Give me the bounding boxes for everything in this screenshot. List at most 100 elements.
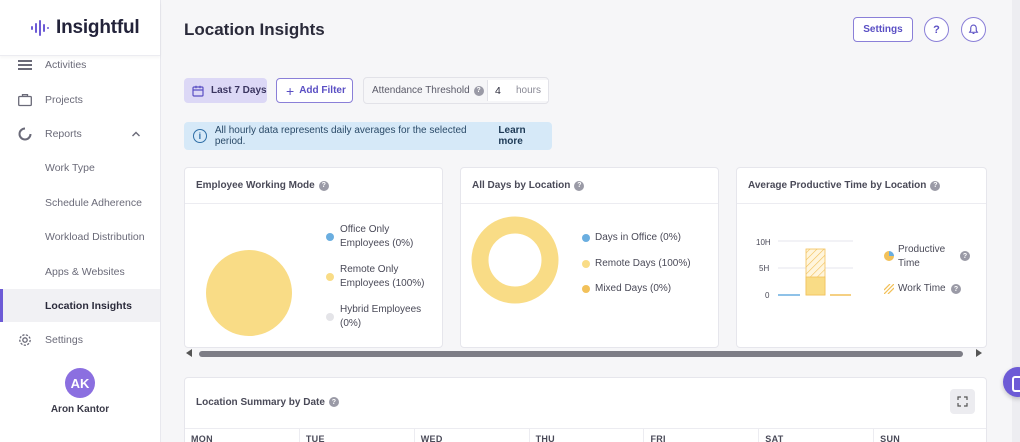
sidebar-item-activities[interactable]: Activities [0,49,160,81]
sidebar-item-label: Work Type [45,162,95,174]
legend-dot-office-only [326,233,334,241]
legend-productive-time: Productive Time [898,244,946,269]
card-title: All Days by Location? [461,168,718,204]
sidebar-item-schedule-adherence[interactable]: Schedule Adherence [0,187,160,219]
page-title: Location Insights [184,20,325,39]
help-icon: ? [933,23,940,36]
legend-work-time: Work Time [898,283,946,294]
app-name: Insightful [56,16,140,38]
pie-slice-remote-only[interactable] [206,250,292,336]
chevron-up-icon[interactable] [131,129,141,139]
date-range-label: Last 7 Days [211,85,267,96]
list-icon [18,60,32,70]
days-by-location-donut [471,216,559,304]
location-summary-card: Location Summary by Date? MON TUE WED TH… [184,377,987,442]
attendance-threshold: Attendance Threshold ? 4 hours [363,77,549,104]
sidebar-item-label: Settings [45,334,83,346]
sidebar-item-location-insights[interactable]: Location Insights [0,289,160,322]
threshold-unit: hours [515,85,541,96]
donut-slice-remote-days[interactable] [471,216,559,304]
learn-more-link[interactable]: Learn more [498,125,526,147]
briefcase-icon [18,94,32,107]
help-icon[interactable]: ? [951,284,961,294]
legend-dot-days-in-office [582,234,590,242]
user-profile[interactable]: AK Aron Kantor [0,368,160,415]
info-banner: i All hourly data represents daily avera… [184,122,552,150]
legend-days-in-office: Days in Office (0%) [595,232,681,243]
cards-horizontal-scrollbar[interactable] [186,349,986,359]
legend-dot-mixed-days [582,285,590,293]
sidebar-item-reports[interactable]: Reports [0,118,160,150]
scroll-right-arrow[interactable] [976,349,982,357]
productive-time-card: Average Productive Time by Location? 10H… [736,167,987,348]
help-icon[interactable]: ? [574,180,585,191]
threshold-input[interactable]: 4 hours [487,80,548,101]
legend-office-only: Office Only Employees (0%) [340,224,414,249]
add-filter-button[interactable]: + Add Filter [276,78,353,103]
sidebar-item-settings[interactable]: Settings [0,324,160,356]
sidebar-item-work-type[interactable]: Work Type [0,152,160,184]
expand-button[interactable] [950,389,975,414]
help-icon[interactable]: ? [328,397,339,408]
days-by-location-card: All Days by Location? Days in Office (0%… [460,167,719,348]
sidebar-item-label: Schedule Adherence [45,197,142,209]
day-header-sat: SAT [759,429,875,442]
plus-icon: + [286,82,295,99]
calendar-icon [192,85,204,97]
working-mode-pie [206,250,292,336]
sidebar-item-label: Workload Distribution [45,231,145,243]
reports-icon [18,127,32,141]
gear-icon [19,334,31,346]
sidebar-item-label: Apps & Websites [45,266,125,278]
card-title: Average Productive Time by Location? [737,168,986,204]
bell-icon [968,24,979,34]
summary-day-headers: MON TUE WED THU FRI SAT SUN [185,428,986,442]
sidebar-item-projects[interactable]: Projects [0,84,160,116]
help-icon[interactable]: ? [960,251,970,261]
threshold-value: 4 [495,84,501,97]
add-filter-label: Add Filter [299,85,346,96]
page-scrollbar[interactable] [1012,0,1020,442]
help-icon[interactable]: ? [930,180,941,191]
chat-launcher-button[interactable] [1003,367,1020,397]
legend-dot-remote-only [326,273,334,281]
legend-mixed-days: Mixed Days (0%) [595,283,672,294]
sidebar: Insightful Activities Projects Reports W… [0,0,161,442]
info-icon: i [193,129,207,143]
sidebar-item-label: Location Insights [45,299,132,312]
day-header-thu: THU [530,429,645,442]
app-logo[interactable]: Insightful [0,0,160,56]
employee-working-mode-card: Employee Working Mode? Office Only Emplo… [184,167,443,348]
scrollbar-thumb[interactable] [199,351,963,357]
day-header-fri: FRI [644,429,760,442]
legend-dot-hybrid [326,313,334,321]
help-icon[interactable]: ? [318,180,329,191]
sidebar-item-workload-distribution[interactable]: Workload Distribution [0,221,160,253]
scroll-left-arrow[interactable] [186,349,192,357]
legend-remote-days: Remote Days (100%) [595,258,691,269]
legend-remote-only: Remote Only Employees (100%) [340,264,425,289]
info-text: All hourly data represents daily average… [214,125,467,147]
productive-time-bar-chart [778,240,853,296]
legend-hybrid: Hybrid Employees (0%) [340,304,422,329]
y-tick-5h: 5H [759,264,770,273]
help-icon[interactable]: ? [473,85,484,96]
y-tick-10h: 10H [756,238,771,247]
work-time-legend-icon [884,284,894,294]
user-name: Aron Kantor [50,404,110,415]
y-tick-0: 0 [765,291,770,300]
notifications-button[interactable] [961,17,986,42]
settings-button[interactable]: Settings [853,17,913,42]
day-header-mon: MON [185,429,300,442]
avatar[interactable]: AK [65,368,95,398]
help-button[interactable]: ? [924,17,949,42]
bar-remote-productive-time[interactable] [805,276,826,296]
date-range-button[interactable]: Last 7 Days [184,78,267,103]
day-header-sun: SUN [880,434,901,442]
expand-icon [957,396,968,407]
sidebar-item-apps-websites[interactable]: Apps & Websites [0,256,160,288]
sidebar-item-label: Reports [45,128,82,140]
threshold-label: Attendance Threshold [372,85,470,96]
sidebar-item-label: Activities [45,59,87,71]
card-title: Employee Working Mode? [185,168,442,204]
